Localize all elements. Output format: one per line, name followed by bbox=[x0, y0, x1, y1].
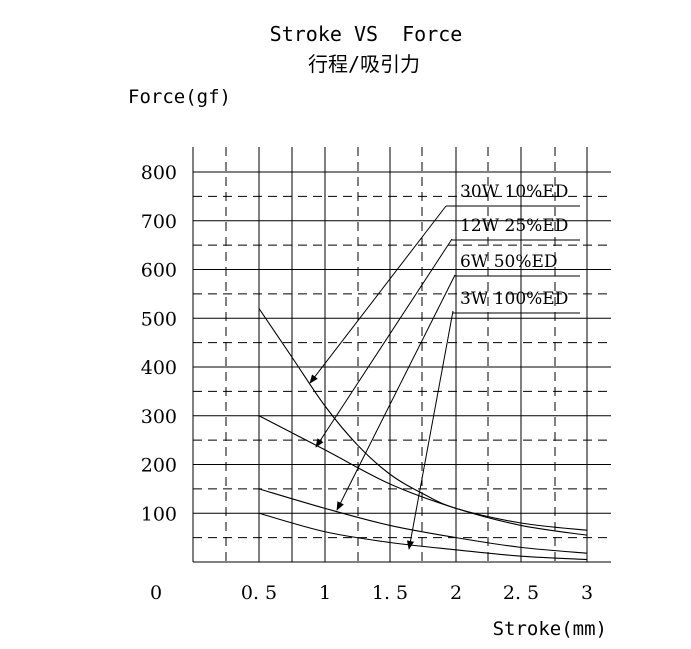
x-tick-label: 0. 5 bbox=[241, 582, 277, 604]
series-curve-30w bbox=[258, 308, 588, 531]
y-tick-label: 800 bbox=[141, 162, 177, 184]
y-tick-label: 200 bbox=[141, 455, 177, 477]
x-tick-label: 2 bbox=[450, 582, 462, 604]
curves bbox=[258, 308, 588, 561]
legend-label-6w: 6W 50%ED bbox=[460, 252, 558, 272]
series-curve-3w bbox=[258, 512, 588, 561]
legend-label-12w: 12W 25%ED bbox=[460, 216, 568, 236]
y-tick-label: 100 bbox=[141, 503, 177, 525]
y-axis-label: Force(gf) bbox=[128, 86, 231, 108]
legend: 30W 10%ED 12W 25%ED 6W 50%ED 3W 100%ED bbox=[309, 182, 580, 550]
legend-arrow-6w bbox=[336, 274, 456, 511]
legend-arrow-30w bbox=[309, 205, 447, 384]
legend-arrow-12w bbox=[315, 238, 453, 448]
legend-arrow-3w bbox=[406, 310, 454, 550]
legend-label-3w: 3W 100%ED bbox=[460, 289, 568, 309]
x-tick-label: 2. 5 bbox=[503, 582, 539, 604]
grid bbox=[192, 147, 611, 563]
x-axis-label: Stroke(mm) bbox=[493, 618, 607, 640]
chart-subtitle: 行程/吸引力 bbox=[308, 52, 420, 76]
legend-label-30w: 30W 10%ED bbox=[460, 182, 568, 202]
x-tick-label: 1. 5 bbox=[372, 582, 408, 604]
chart-title: Stroke VS Force bbox=[270, 22, 463, 46]
x-tick-label: 1 bbox=[319, 582, 331, 604]
y-tick-label: 700 bbox=[141, 211, 177, 233]
tick-labels: 800 700 600 500 400 300 200 100 0 0. 5 1 1. 5 2 2. 5 3 bbox=[141, 162, 593, 604]
y-tick-label: 500 bbox=[141, 308, 177, 330]
y-tick-label: 300 bbox=[141, 406, 177, 428]
series-curve-6w bbox=[258, 488, 588, 554]
x-tick-label: 0 bbox=[150, 582, 162, 604]
y-tick-label: 600 bbox=[141, 260, 177, 282]
y-tick-label: 400 bbox=[141, 357, 177, 379]
x-tick-label: 3 bbox=[581, 582, 593, 604]
